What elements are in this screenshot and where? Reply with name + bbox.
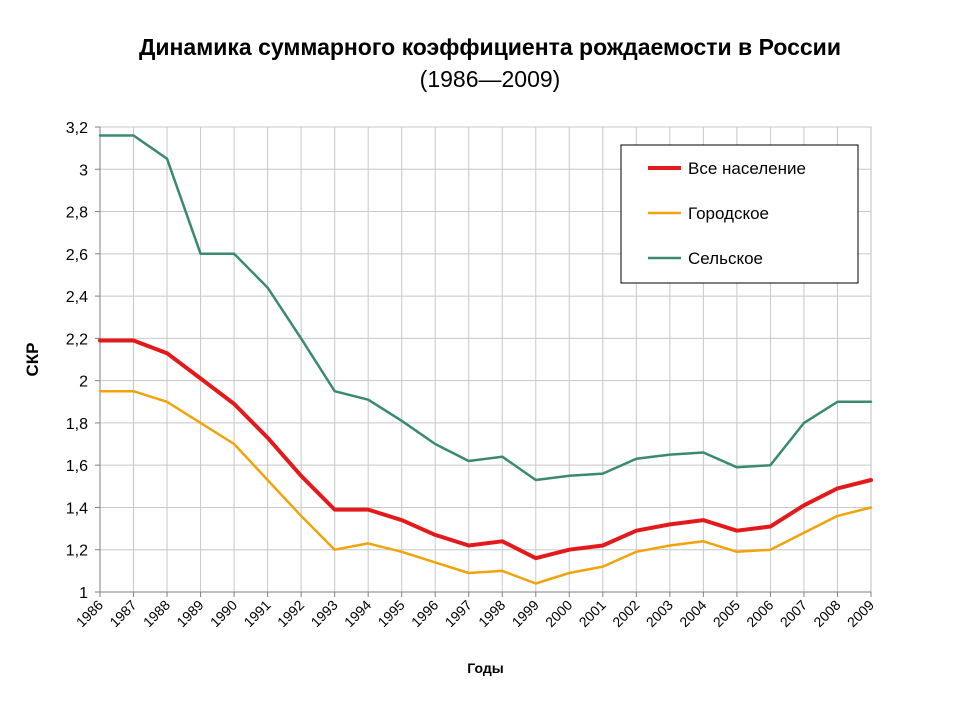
x-tick-label: 1989 bbox=[173, 597, 206, 630]
y-tick-label: 3,2 bbox=[66, 120, 88, 137]
x-tick-label: 1999 bbox=[509, 597, 542, 630]
legend-label: Все население bbox=[688, 159, 806, 178]
x-tick-label: 2006 bbox=[743, 597, 776, 630]
x-tick-label: 2008 bbox=[810, 597, 843, 630]
y-tick-label: 2 bbox=[79, 374, 88, 391]
x-tick-label: 2003 bbox=[643, 597, 676, 630]
x-tick-label: 2009 bbox=[844, 597, 877, 630]
chart-title: Динамика суммарного коэффициента рождаем… bbox=[139, 34, 841, 60]
y-tick-label: 1,2 bbox=[66, 543, 88, 560]
y-tick-label: 2,6 bbox=[66, 247, 88, 264]
y-tick-label: 2,4 bbox=[66, 289, 88, 306]
chart-subtitle: (1986—2009) bbox=[419, 66, 561, 92]
y-tick-label: 1 bbox=[79, 585, 88, 602]
x-tick-label: 1988 bbox=[140, 597, 173, 630]
x-tick-label: 1987 bbox=[106, 597, 139, 630]
x-tick-label: 2002 bbox=[609, 597, 642, 630]
y-tick-label: 2,2 bbox=[66, 331, 88, 348]
legend-label: Сельское bbox=[688, 249, 763, 268]
x-tick-label: 2001 bbox=[576, 597, 609, 630]
x-tick-label: 1993 bbox=[307, 597, 340, 630]
x-tick-label: 1990 bbox=[207, 597, 240, 630]
y-tick-label: 1,4 bbox=[66, 500, 88, 517]
legend-label: Городское bbox=[688, 204, 769, 223]
series-line-2 bbox=[98, 389, 873, 585]
x-tick-label: 1998 bbox=[475, 597, 508, 630]
y-tick-label: 1,8 bbox=[66, 416, 88, 433]
y-tick-label: 3 bbox=[79, 162, 88, 179]
x-tick-label: 2007 bbox=[777, 597, 810, 630]
y-tick-label: 2,8 bbox=[66, 205, 88, 222]
x-tick-label: 1995 bbox=[374, 597, 407, 630]
x-tick-label: 1997 bbox=[442, 597, 475, 630]
x-axis-title: Годы bbox=[467, 660, 503, 676]
series-line-1 bbox=[98, 338, 873, 561]
x-tick-label: 1992 bbox=[274, 597, 307, 630]
x-tick-label: 1986 bbox=[73, 597, 106, 630]
y-tick-label: 1,6 bbox=[66, 458, 88, 475]
x-tick-label: 2004 bbox=[676, 597, 709, 630]
series-line-3 bbox=[98, 134, 873, 482]
x-tick-label: 2000 bbox=[542, 597, 575, 630]
y-axis-title: СКР bbox=[23, 343, 42, 377]
x-tick-label: 1994 bbox=[341, 597, 374, 630]
x-tick-label: 1996 bbox=[408, 597, 441, 630]
x-tick-label: 2005 bbox=[710, 597, 743, 630]
x-tick-label: 1991 bbox=[240, 597, 273, 630]
